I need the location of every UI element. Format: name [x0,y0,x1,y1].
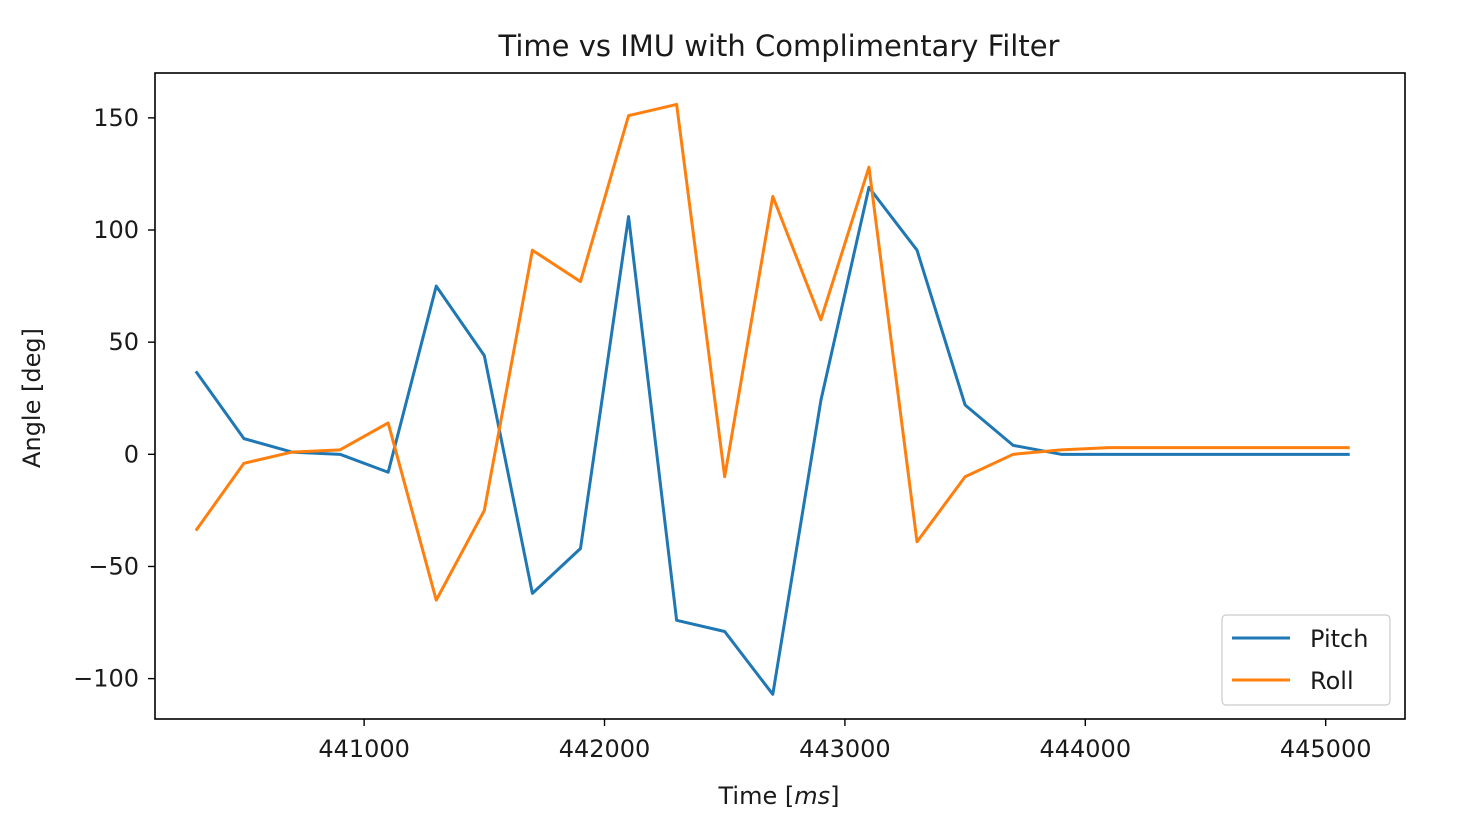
x-tick-label: 443000 [799,735,891,763]
legend-label-roll: Roll [1310,667,1354,695]
y-tick-label: 100 [93,216,139,244]
y-tick-label: 50 [108,328,139,356]
plot-frame [154,72,1406,720]
y-axis: −100 −50 0 50 100 150 [73,104,155,693]
x-tick-label: 442000 [559,735,651,763]
x-tick-label: 444000 [1039,735,1131,763]
y-tick-label: 0 [124,440,139,468]
x-tick-label: 441000 [318,735,410,763]
legend: Pitch Roll [1221,614,1391,706]
y-tick-label: −50 [88,552,139,580]
x-tick-label: 445000 [1280,735,1372,763]
series-line-pitch [194,185,1350,696]
x-axis: 441000 442000 443000 444000 445000 [318,719,1371,763]
series-line-roll [194,102,1350,602]
plot-area [194,102,1350,696]
y-tick-label: 150 [93,104,139,132]
chart-title: Time vs IMU with Complimentary Filter [498,29,1060,63]
legend-label-pitch: Pitch [1310,625,1368,653]
y-tick-label: −100 [73,665,139,693]
y-axis-label: Angle [deg] [18,328,46,468]
x-axis-label: Time [ms] [718,782,840,810]
